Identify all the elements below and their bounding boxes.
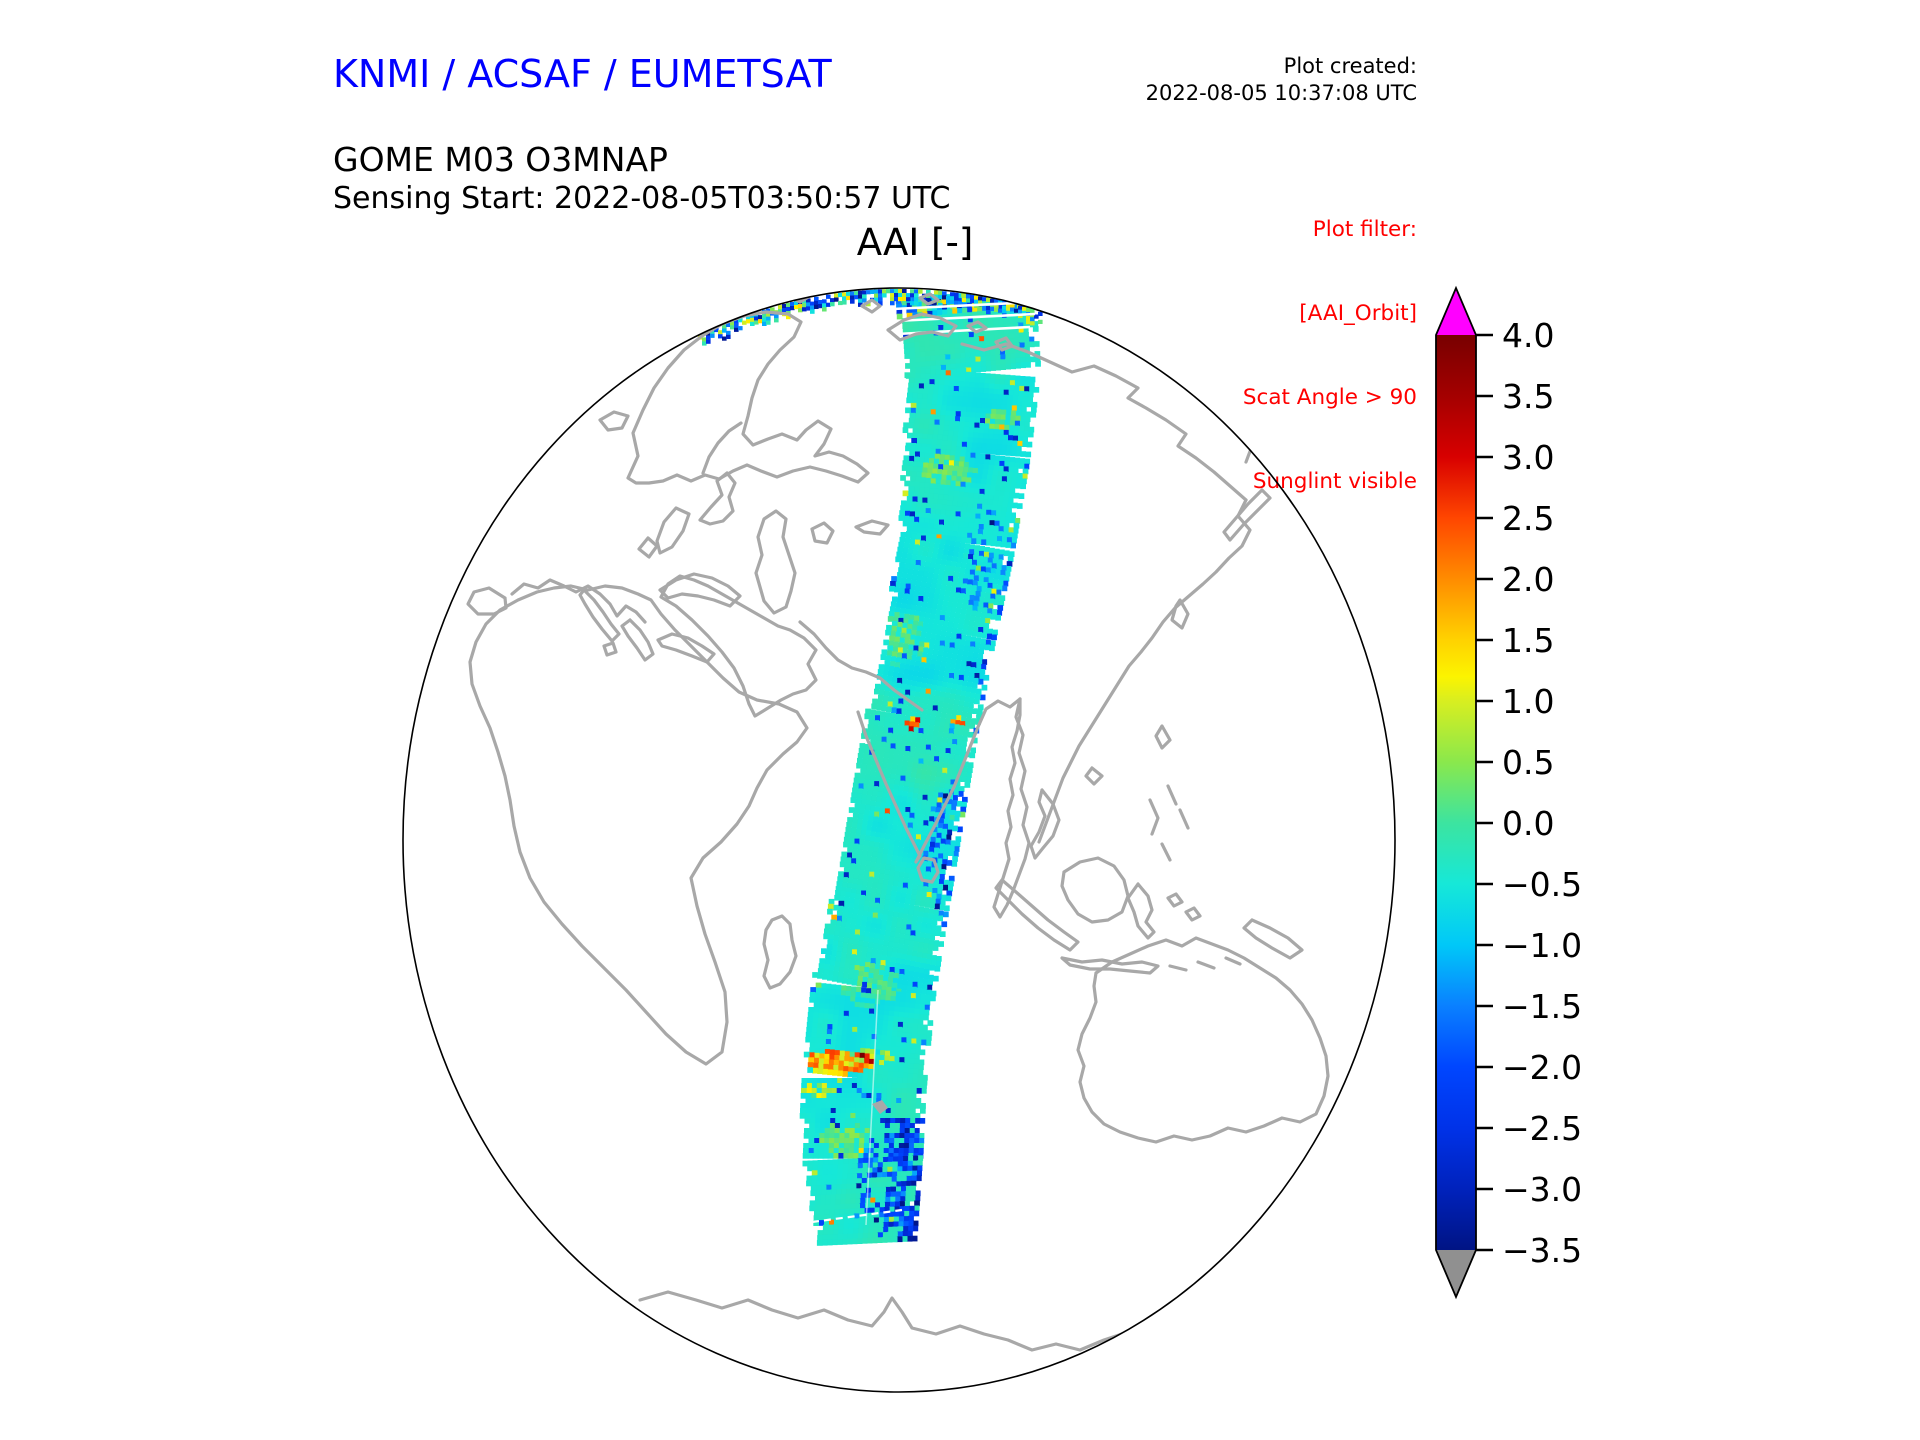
- plot-created-block: Plot created: 2022-08-05 10:37:08 UTC: [1146, 53, 1417, 107]
- plot-created-timestamp: 2022-08-05 10:37:08 UTC: [1145, 81, 1417, 105]
- colorbar-tick-label: 3.0: [1502, 438, 1554, 477]
- colorbar-tick-label: −1.5: [1502, 987, 1582, 1026]
- plot-filter-line: [AAI_Orbit]: [1299, 301, 1417, 326]
- globe-outline: [402, 287, 1396, 1393]
- colorbar-tick-label: −2.5: [1502, 1109, 1582, 1148]
- colorbar-over-arrow: [1436, 288, 1476, 335]
- swath-seam-line: [865, 989, 879, 1226]
- aai-swath-layer: [698, 288, 1043, 1246]
- colorbar-under-arrow: [1436, 1250, 1476, 1297]
- plot-created-label: Plot created:: [1283, 54, 1417, 78]
- globe-map-area: [466, 288, 1330, 1352]
- colorbar-tick-label: −0.5: [1502, 865, 1582, 904]
- colorbar-tick-label: −3.5: [1502, 1231, 1582, 1270]
- colorbar-tick-label: 2.0: [1502, 560, 1554, 599]
- colorbar-tick-label: 1.0: [1502, 682, 1554, 721]
- colorbar-tick-label: 1.5: [1502, 621, 1554, 660]
- colorbar-tick-label: −1.0: [1502, 926, 1582, 965]
- colorbar-tick-label: 2.5: [1502, 499, 1554, 538]
- plot-filter-line: Plot filter:: [1312, 217, 1417, 242]
- plot-filter-line: Scat Angle > 90: [1242, 385, 1417, 410]
- product-title: GOME M03 O3MNAP: [333, 140, 668, 179]
- coastlines-layer: [466, 288, 1330, 1352]
- colorbar-tick-label: 4.0: [1502, 316, 1554, 355]
- map-title: AAI [-]: [856, 221, 974, 264]
- agency-title: KNMI / ACSAF / EUMETSAT: [333, 52, 832, 96]
- colorbar-tick-label: 3.5: [1502, 377, 1554, 416]
- colorbar: 4.0 3.5 3.0 2.5 2.0 1.5 1.0 0.5 0.0 −0.5 −1.0 −1.5 −…: [1435, 285, 1582, 1300]
- colorbar-tick-label: 0.5: [1502, 743, 1554, 782]
- plot-filter-line: Sunglint visible: [1252, 469, 1417, 494]
- colorbar-gradient-bar: [1436, 335, 1476, 1250]
- colorbar-tick-label: 0.0: [1502, 804, 1554, 843]
- plot-filter-block: Plot filter: [AAI_Orbit] Scat Angle > 90…: [1243, 160, 1417, 552]
- colorbar-tick-label: −2.0: [1502, 1048, 1582, 1087]
- swath-end-dashed-line: [811, 1208, 903, 1224]
- colorbar-tick-label: −3.0: [1502, 1170, 1582, 1209]
- sensing-start-line: Sensing Start: 2022-08-05T03:50:57 UTC: [333, 181, 951, 216]
